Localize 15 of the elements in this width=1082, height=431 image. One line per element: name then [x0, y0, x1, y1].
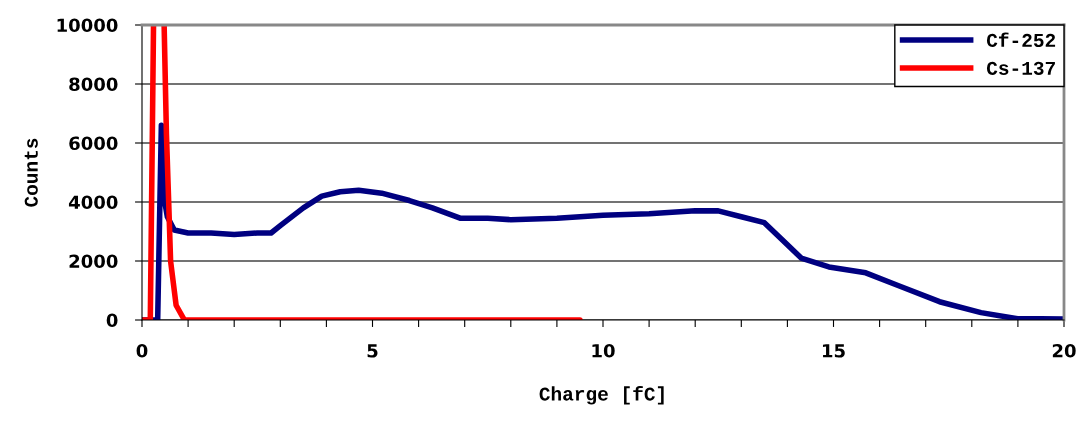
x-tick-label: 5: [367, 344, 378, 358]
y-axis-title: Counts: [24, 138, 38, 207]
y-tick-label: 10000: [57, 18, 118, 33]
y-tick-label: 6000: [69, 136, 118, 151]
legend-label: Cf-252: [986, 32, 1056, 48]
legend-label: Cs-137: [986, 61, 1055, 75]
y-tick-label: 8000: [69, 77, 118, 92]
x-axis-title: Charge [fC]: [539, 386, 664, 405]
y-tick-label: 4000: [68, 195, 118, 210]
x-tick-label: 15: [822, 344, 845, 358]
x-tick-label: 10: [592, 343, 615, 358]
y-tick-label: 2000: [69, 254, 118, 269]
y-tick-label: 0: [106, 313, 118, 328]
x-tick-label: 20: [1052, 343, 1076, 358]
x-tick-label: 0: [136, 343, 148, 358]
